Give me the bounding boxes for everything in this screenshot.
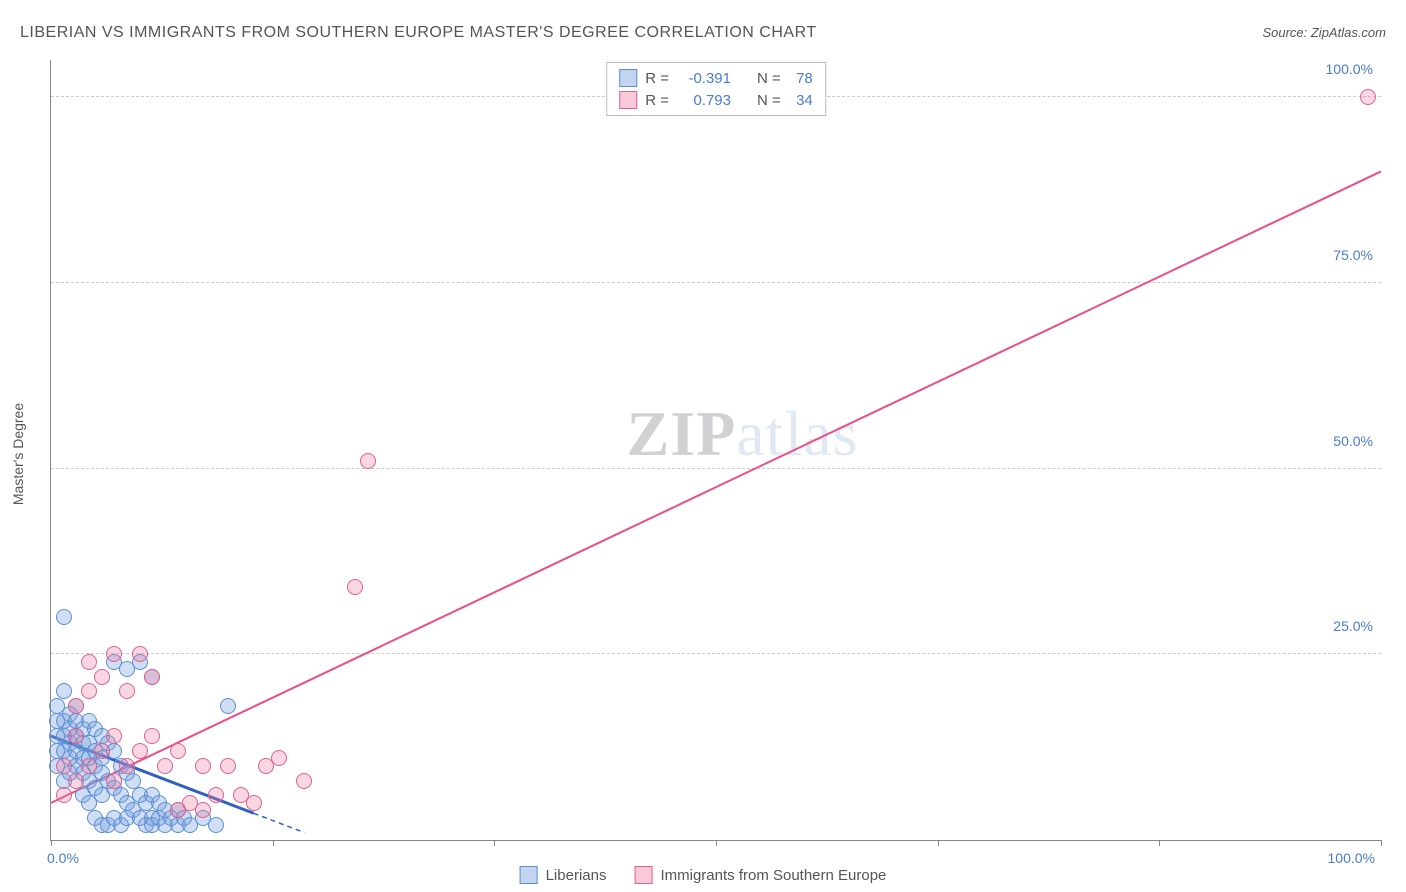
data-point: [56, 758, 72, 774]
swatch-icon: [634, 866, 652, 884]
data-point: [56, 683, 72, 699]
data-point: [106, 646, 122, 662]
legend-item-southern-europe: Immigrants from Southern Europe: [634, 866, 886, 884]
data-point: [144, 728, 160, 744]
x-tick: [716, 840, 717, 846]
data-point: [208, 817, 224, 833]
data-point: [125, 773, 141, 789]
data-point: [220, 698, 236, 714]
data-point: [119, 758, 135, 774]
swatch-icon: [520, 866, 538, 884]
data-point: [106, 773, 122, 789]
data-point: [271, 750, 287, 766]
y-tick-label: 25.0%: [1333, 618, 1373, 634]
stats-row-liberians: R = -0.391 N = 78: [607, 67, 825, 89]
data-point: [68, 698, 84, 714]
data-point: [170, 743, 186, 759]
data-point: [81, 683, 97, 699]
data-point: [195, 802, 211, 818]
chart-header: LIBERIAN VS IMMIGRANTS FROM SOUTHERN EUR…: [20, 24, 1386, 42]
data-point: [157, 758, 173, 774]
data-point: [347, 579, 363, 595]
x-tick: [1159, 840, 1160, 846]
watermark: ZIPatlas: [627, 397, 859, 471]
data-point: [81, 654, 97, 670]
data-point: [1360, 89, 1376, 105]
y-tick-label: 100.0%: [1326, 61, 1373, 77]
gridline: [51, 653, 1381, 654]
x-tick: [1381, 840, 1382, 846]
data-point: [68, 728, 84, 744]
data-point: [119, 683, 135, 699]
data-point: [132, 646, 148, 662]
chart-source: Source: ZipAtlas.com: [1262, 25, 1386, 40]
data-point: [106, 728, 122, 744]
x-tick: [273, 840, 274, 846]
x-tick: [494, 840, 495, 846]
gridline: [51, 282, 1381, 283]
x-tick: [51, 840, 52, 846]
x-tick-max: 100.0%: [1328, 850, 1375, 866]
data-point: [132, 743, 148, 759]
data-point: [220, 758, 236, 774]
x-tick-min: 0.0%: [47, 850, 79, 866]
x-tick: [938, 840, 939, 846]
plot-area: ZIPatlas 25.0% 50.0% 75.0% 100.0% R = -0.39…: [50, 60, 1381, 841]
gridline: [51, 468, 1381, 469]
regression-lines: [51, 60, 1381, 840]
data-point: [56, 609, 72, 625]
stats-legend-box: R = -0.391 N = 78 R = 0.793 N = 34: [606, 62, 826, 116]
y-axis-label: Master's Degree: [10, 403, 26, 505]
data-point: [208, 787, 224, 803]
swatch-icon: [619, 91, 637, 109]
data-point: [246, 795, 262, 811]
stats-row-southern-europe: R = 0.793 N = 34: [607, 89, 825, 111]
y-tick-label: 50.0%: [1333, 433, 1373, 449]
y-tick-label: 75.0%: [1333, 247, 1373, 263]
data-point: [195, 758, 211, 774]
data-point: [94, 743, 110, 759]
data-point: [94, 669, 110, 685]
data-point: [144, 669, 160, 685]
data-point: [56, 787, 72, 803]
data-point: [81, 758, 97, 774]
bottom-legend: Liberians Immigrants from Southern Europ…: [520, 866, 887, 884]
data-point: [68, 773, 84, 789]
chart-title: LIBERIAN VS IMMIGRANTS FROM SOUTHERN EUR…: [20, 24, 817, 42]
data-point: [296, 773, 312, 789]
legend-item-liberians: Liberians: [520, 866, 607, 884]
swatch-icon: [619, 69, 637, 87]
data-point: [360, 453, 376, 469]
